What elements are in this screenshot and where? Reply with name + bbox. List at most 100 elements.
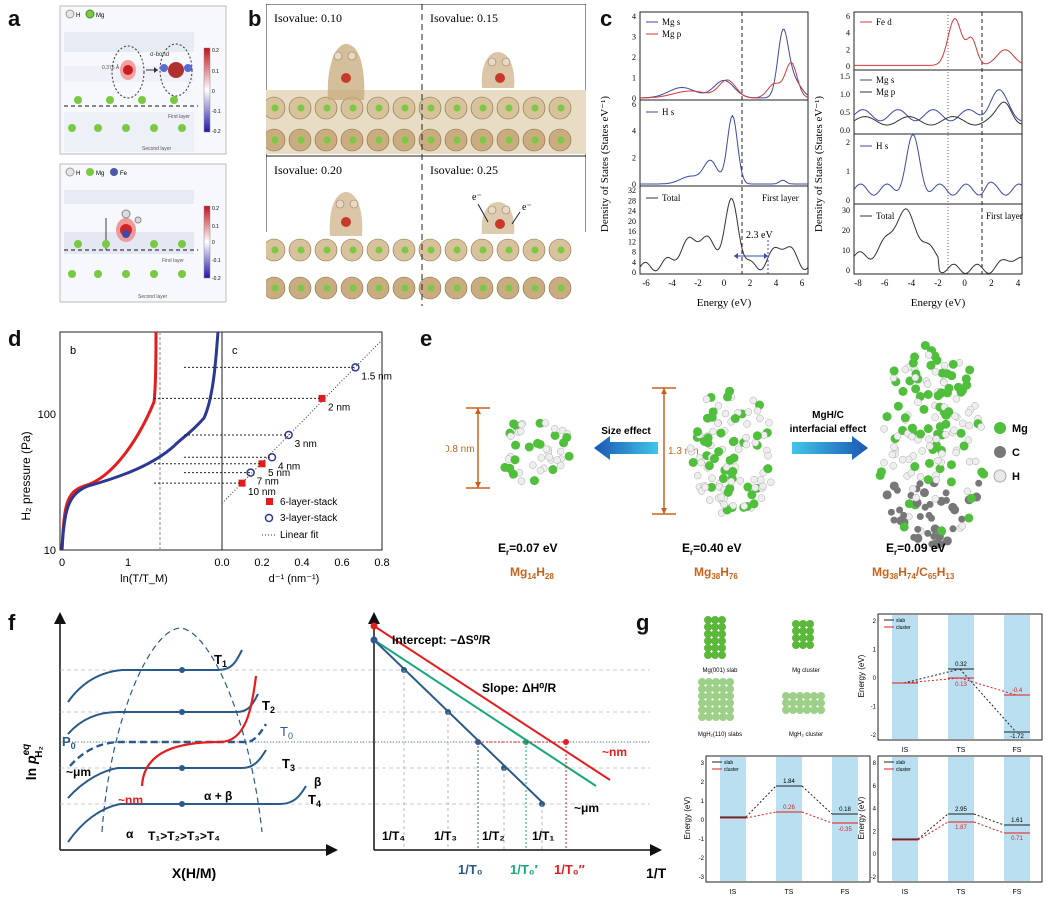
mg-atom xyxy=(531,284,539,292)
c-ytick: 0 xyxy=(632,94,636,103)
atom xyxy=(711,616,719,624)
g-ylabel: Energy (eV) xyxy=(683,796,692,839)
c-ytick: 0 xyxy=(846,266,850,275)
atom xyxy=(718,616,726,624)
atom xyxy=(517,420,526,429)
d-legend: Linear fit xyxy=(280,530,319,541)
c-xlabel: Energy (eV) xyxy=(697,297,752,309)
atom xyxy=(562,432,572,442)
g-val: -0.4 xyxy=(1012,688,1023,694)
first-layer-note: First layer xyxy=(986,211,1023,221)
d-xtick: 0.4 xyxy=(294,557,309,569)
g-val: 0.71 xyxy=(1011,836,1023,842)
g-ytick: 3 xyxy=(701,761,705,767)
point-3-layer xyxy=(246,468,255,477)
atom xyxy=(889,374,898,382)
mg-atom xyxy=(297,284,305,292)
atom xyxy=(964,513,974,523)
atom xyxy=(765,419,773,427)
c-ytick: 4 xyxy=(632,12,636,21)
atom xyxy=(705,713,713,721)
isovalue-label: Isovalue: 0.20 xyxy=(274,163,342,177)
atom xyxy=(712,706,720,714)
atom xyxy=(726,713,734,721)
atom xyxy=(712,678,720,686)
atom xyxy=(931,494,940,503)
atom xyxy=(749,396,758,405)
atom xyxy=(899,522,909,532)
g-val: -0.35 xyxy=(838,827,852,833)
atom xyxy=(719,685,727,693)
c-legend: Mg s xyxy=(662,17,681,27)
size-small: 0.8 nm xyxy=(446,444,475,455)
mg-atom xyxy=(297,246,305,254)
gap-label: 2.3 eV xyxy=(746,230,773,241)
atom xyxy=(792,620,800,628)
mg-atom xyxy=(323,104,331,112)
mg-atom xyxy=(505,284,513,292)
atom xyxy=(910,462,920,472)
atom xyxy=(889,462,897,470)
c-ytick: 2 xyxy=(632,53,636,62)
mg-atom xyxy=(427,284,435,292)
g-val: 1.61 xyxy=(1011,818,1023,824)
atom xyxy=(909,485,917,493)
atom xyxy=(810,692,818,700)
atom xyxy=(714,419,722,428)
c-ylabel: Density of States (States eV⁻¹) xyxy=(599,96,611,233)
mg-atom xyxy=(427,104,435,112)
mg-atom xyxy=(557,246,565,254)
atom xyxy=(718,474,728,484)
atom xyxy=(698,699,706,707)
atom xyxy=(893,432,902,441)
atom xyxy=(901,365,910,374)
d-xtick: 0.0 xyxy=(214,557,229,569)
atom xyxy=(743,482,753,492)
c-ytick: 2 xyxy=(632,153,636,162)
mg-atom xyxy=(349,136,357,144)
T1-label: T1 xyxy=(214,652,227,669)
g-val: 0.13 xyxy=(955,682,967,688)
atom xyxy=(914,398,922,406)
mg-atom xyxy=(375,104,383,112)
panel-f: ln peq H₂ X(H/M) T1 T2 T0 T3 T4 β P0 ~μm … xyxy=(21,612,667,881)
atom xyxy=(964,408,973,417)
atom xyxy=(535,418,545,428)
c-xtick: -2 xyxy=(694,278,702,288)
mg-atom xyxy=(271,284,279,292)
atom xyxy=(975,479,983,487)
cluster-mg38h74-c65h13 xyxy=(875,340,989,549)
g-chart-tr: Energy (eV) 2 1 0 -1 -2 0.32 0.13 -0.4 -1.72… xyxy=(857,613,1043,754)
atom xyxy=(698,678,706,686)
atom xyxy=(511,440,521,450)
mg-atom xyxy=(531,136,539,144)
tick-1-T0-dprime: 1/T₀″ xyxy=(554,862,585,877)
atom xyxy=(888,450,897,459)
mg-atom xyxy=(323,246,331,254)
c-ytick: 1.5 xyxy=(840,72,850,81)
atom xyxy=(911,384,921,394)
g-xtick: TS xyxy=(957,889,966,896)
c-ytick: 6 xyxy=(632,100,636,109)
atom xyxy=(926,360,936,370)
c-legend: H s xyxy=(662,107,675,117)
atom xyxy=(950,505,960,515)
atom xyxy=(709,427,717,436)
atom xyxy=(505,463,515,473)
energy-label: Er=0.07 eV xyxy=(498,541,558,557)
d-xtick: 0.8 xyxy=(374,557,389,569)
g-ytick: -1 xyxy=(699,837,705,843)
mg-atom xyxy=(297,104,305,112)
isovalue-label: Isovalue: 0.25 xyxy=(430,163,498,177)
atom xyxy=(728,437,738,447)
atom xyxy=(932,435,941,443)
g-ytick: 2 xyxy=(701,780,705,786)
atom xyxy=(782,699,790,707)
c-xtick: -6 xyxy=(881,278,889,288)
linear-fit-line xyxy=(221,339,383,504)
mg-atom xyxy=(271,104,279,112)
atom xyxy=(726,685,734,693)
atom xyxy=(942,369,952,379)
atom xyxy=(782,706,790,714)
